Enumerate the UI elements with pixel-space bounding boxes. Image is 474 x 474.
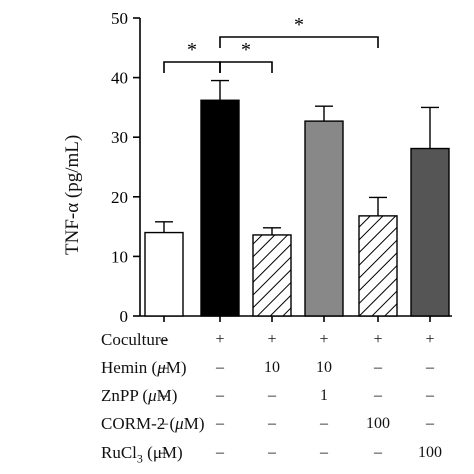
condition-label: ZnPP (μM): [101, 386, 178, 405]
significance-star: *: [241, 39, 251, 61]
condition-cell: –: [426, 359, 434, 376]
condition-cell: +: [215, 331, 225, 348]
significance-bracket: [163, 61, 221, 73]
condition-cell: –: [216, 444, 224, 461]
condition-cell: 10: [264, 359, 280, 376]
y-tick-label: 20: [111, 188, 128, 207]
bar: [358, 215, 398, 317]
significance-star: *: [294, 14, 304, 36]
y-tick-label: 0: [120, 307, 129, 326]
condition-cell: –: [160, 415, 168, 432]
condition-cell: 10: [316, 359, 332, 376]
condition-cell: 1: [320, 387, 328, 404]
significance-brackets: * * *: [163, 14, 379, 73]
significance-bracket: [219, 36, 379, 48]
condition-cell: –: [160, 331, 168, 348]
condition-cell: –: [374, 359, 382, 376]
condition-label: RuCl3 (μM): [101, 443, 183, 466]
condition-cell: –: [268, 415, 276, 432]
condition-label: Hemin (μM): [101, 358, 187, 377]
condition-cell: –: [426, 387, 434, 404]
bar: [200, 99, 240, 317]
condition-cell: –: [216, 387, 224, 404]
condition-cell: –: [216, 359, 224, 376]
bar: [252, 234, 292, 317]
condition-cell: –: [160, 387, 168, 404]
bar: [144, 231, 184, 317]
condition-cell: –: [320, 415, 328, 432]
significance-star: *: [187, 39, 197, 61]
condition-cell: +: [425, 331, 435, 348]
condition-cell: –: [268, 387, 276, 404]
condition-cell: –: [268, 444, 276, 461]
y-tick-label: 40: [111, 69, 128, 88]
condition-cell: 100: [418, 444, 442, 461]
condition-cell: –: [374, 387, 382, 404]
bar: [410, 147, 450, 317]
condition-cell: –: [160, 444, 168, 461]
y-tick-label: 30: [111, 128, 128, 147]
axes: 0 10 20 30 40 50: [111, 9, 452, 326]
bar: [304, 120, 344, 317]
significance-bracket: [219, 61, 273, 73]
condition-cell: –: [426, 415, 434, 432]
condition-cell: +: [319, 331, 329, 348]
condition-cell: –: [374, 444, 382, 461]
y-tick-label: 10: [111, 247, 128, 266]
condition-cell: +: [267, 331, 277, 348]
condition-cell: +: [373, 331, 383, 348]
condition-label: Coculture: [101, 330, 169, 349]
bars: [144, 79, 450, 317]
condition-label: CORM-2 (μM): [101, 414, 205, 433]
condition-cell: 100: [366, 415, 390, 432]
condition-cell: –: [160, 359, 168, 376]
y-axis-label: TNF-α (pg/mL): [62, 134, 83, 255]
condition-cell: –: [216, 415, 224, 432]
condition-cell: –: [320, 444, 328, 461]
y-tick-label: 50: [111, 9, 128, 28]
